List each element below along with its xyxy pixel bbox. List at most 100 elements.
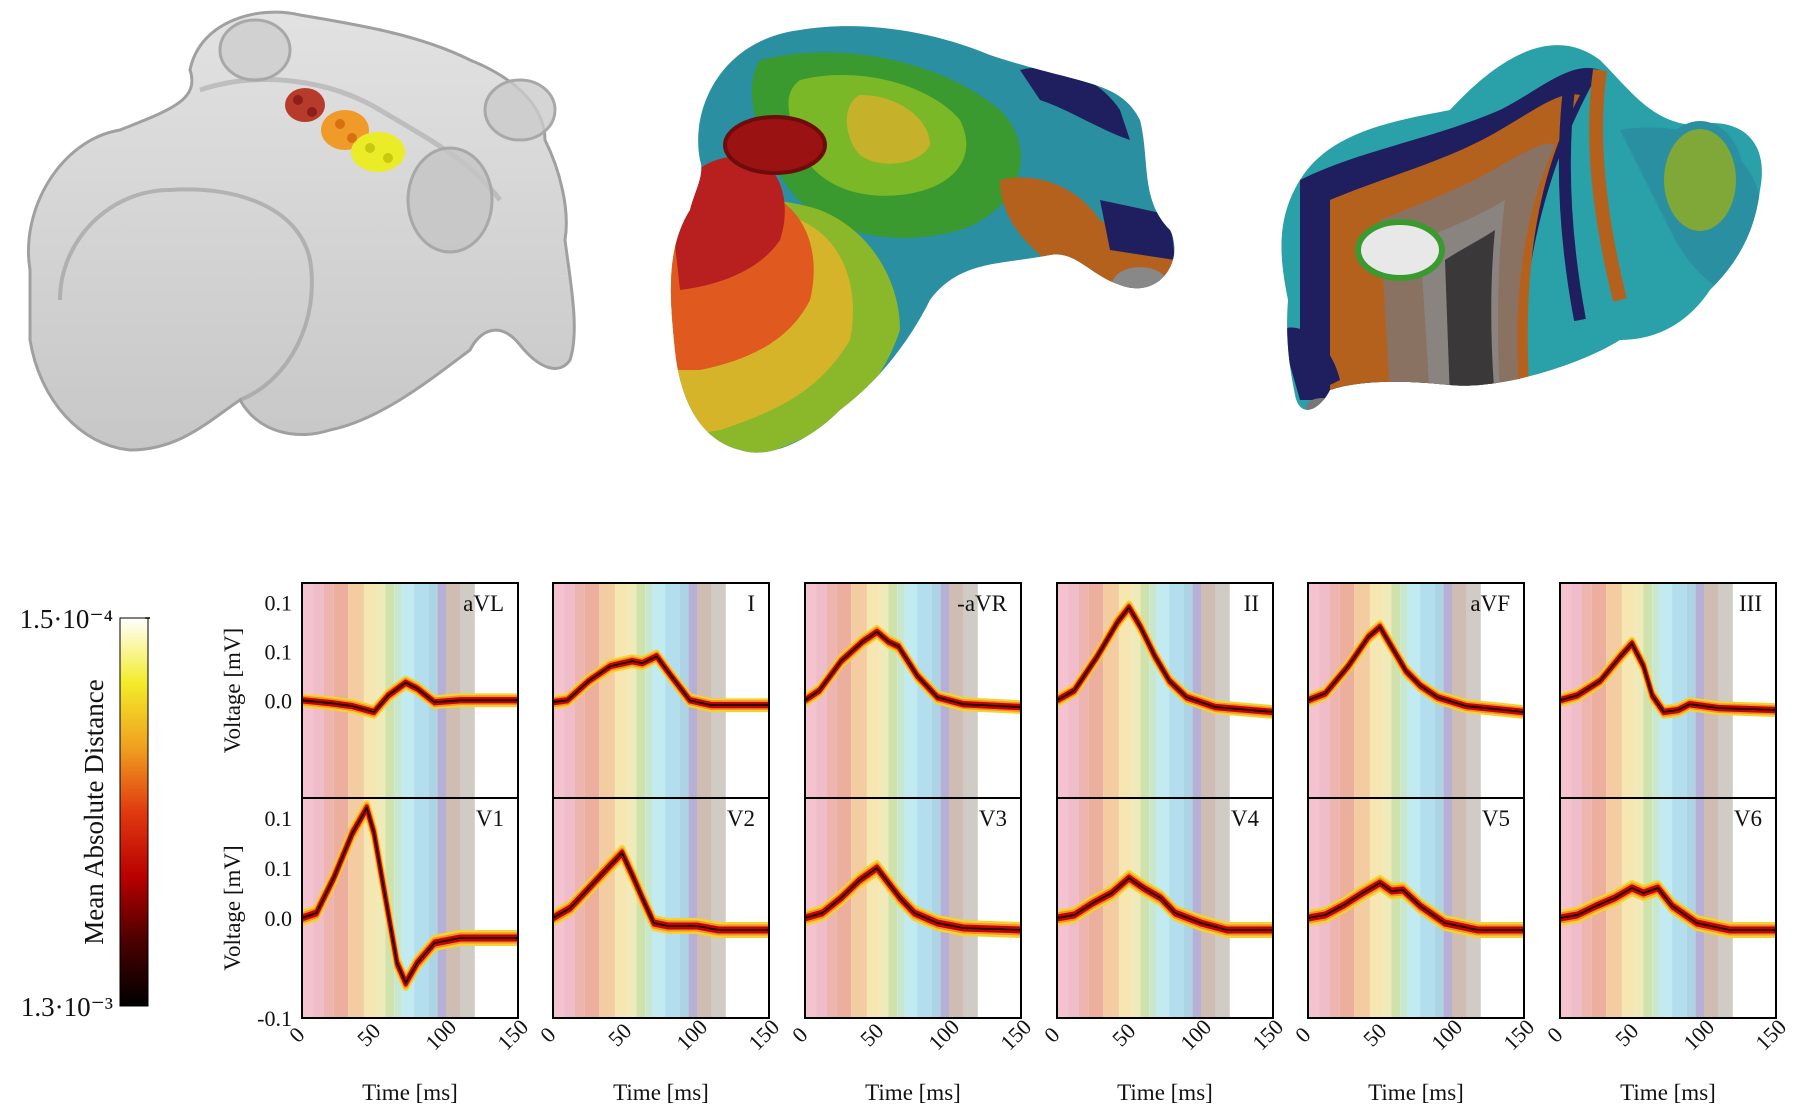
phase-band xyxy=(1140,798,1150,1018)
phase-band xyxy=(460,583,475,798)
x-tick-label: 0 xyxy=(1542,1022,1567,1047)
phase-band xyxy=(1400,798,1408,1018)
lead-label: aVL xyxy=(463,591,504,616)
phase-band xyxy=(428,798,438,1018)
ecg-panel-V1: V1 -0.1 0.0 0.1 0.1 Voltage [mV] 0 50 100 150 Time… xyxy=(220,797,533,1105)
ecg-trace-I xyxy=(552,655,769,706)
phase-band xyxy=(1466,798,1481,1018)
lead-label: aVF xyxy=(1470,591,1510,616)
panel-frame xyxy=(1056,797,1274,1019)
phase-band xyxy=(1149,583,1157,798)
x-tick-label: 150 xyxy=(1750,1014,1791,1055)
phase-band xyxy=(866,798,880,1018)
phase-band xyxy=(1140,583,1150,798)
phase-band xyxy=(1057,798,1069,1018)
x-axis-label: Time [ms] xyxy=(1368,1080,1464,1105)
lead-label: V5 xyxy=(1482,806,1510,831)
phase-band xyxy=(888,798,898,1018)
phase-band xyxy=(1156,583,1170,798)
phase-band xyxy=(1686,798,1696,1018)
phase-band xyxy=(1606,583,1622,798)
x-axis-label: Time [ms] xyxy=(613,1080,709,1105)
phase-band xyxy=(437,583,446,798)
panel-frame xyxy=(1307,797,1525,1019)
x-tick-label: 150 xyxy=(1498,1014,1539,1055)
ecg-panel-grid: aVL 0.0 0.1 0.1 Voltage [mV] I -aVR II aVF III V1 -… xyxy=(220,582,1791,1105)
y-axis-label: Voltage [mV] xyxy=(220,845,245,970)
phase-band xyxy=(313,583,324,798)
ecg-panel-V2: V2 0 50 100 150 Time [ms] xyxy=(535,797,784,1105)
phase-band xyxy=(348,798,364,1018)
phase-band xyxy=(1718,798,1733,1018)
phase-band xyxy=(888,583,898,798)
x-axis-label: Time [ms] xyxy=(362,1080,458,1105)
phase-band xyxy=(428,583,438,798)
ecg-panel-V6: V6 0 50 100 150 Time [ms] xyxy=(1542,797,1791,1105)
colorbar-top-label: 1.5·10⁻⁴ xyxy=(20,604,113,634)
phase-band xyxy=(627,798,637,1018)
phase-band xyxy=(437,798,446,1018)
x-tick-label: 150 xyxy=(492,1014,533,1055)
x-tick-label: 100 xyxy=(1175,1014,1216,1055)
phase-band xyxy=(1695,583,1704,798)
phase-band xyxy=(599,798,615,1018)
y-tick-label: -0.1 xyxy=(257,1006,292,1031)
phase-band xyxy=(1382,798,1392,1018)
phase-band xyxy=(826,583,837,798)
phase-band xyxy=(323,798,334,1018)
phase-band xyxy=(1118,583,1132,798)
x-tick-label: 100 xyxy=(923,1014,964,1055)
phase-band xyxy=(949,798,964,1018)
phase-band xyxy=(1466,583,1481,798)
phase-band xyxy=(931,798,941,1018)
phase-band xyxy=(1339,583,1355,798)
phase-band xyxy=(1088,583,1104,798)
phase-band xyxy=(805,798,817,1018)
x-tick-label: 0 xyxy=(535,1022,560,1047)
ecg-trace-aVL xyxy=(301,681,518,713)
ecg-envelope-I xyxy=(552,655,769,709)
x-axis-label: Time [ms] xyxy=(865,1080,961,1105)
phase-band xyxy=(697,583,712,798)
phase-band xyxy=(1704,798,1719,1018)
phase-band xyxy=(627,583,637,798)
ecg-panel--aVR: -aVR xyxy=(803,582,1022,799)
phase-band xyxy=(879,583,889,798)
ecg-panel-aVL: aVL 0.0 0.1 0.1 Voltage [mV] xyxy=(220,582,519,799)
phase-band xyxy=(711,798,726,1018)
phase-band xyxy=(697,798,712,1018)
phase-band xyxy=(665,798,680,1018)
x-tick-label: 0 xyxy=(284,1022,309,1047)
ecg-trace-V3 xyxy=(804,867,1022,931)
phase-band xyxy=(1659,583,1673,798)
phase-band xyxy=(333,583,349,798)
phase-band xyxy=(851,583,867,798)
phase-band xyxy=(1391,798,1401,1018)
phase-band xyxy=(949,583,964,798)
lead-label: I xyxy=(747,591,755,616)
phase-band xyxy=(1400,583,1408,798)
x-tick-label: 150 xyxy=(1247,1014,1288,1055)
phase-band xyxy=(333,798,349,1018)
x-tick-label: 100 xyxy=(420,1014,461,1055)
ecg-panel-aVF: aVF xyxy=(1306,582,1525,799)
panel-frame xyxy=(301,797,519,1019)
phase-band xyxy=(1434,798,1444,1018)
x-tick-label: 50 xyxy=(855,1018,888,1051)
phase-band xyxy=(1443,583,1452,798)
phase-band xyxy=(1183,798,1193,1018)
phase-band xyxy=(1452,798,1467,1018)
ecg-trace-V6 xyxy=(1559,887,1776,931)
phase-band xyxy=(1718,583,1733,798)
ecg-trace-aVF xyxy=(1307,626,1525,713)
phase-band xyxy=(1078,583,1089,798)
phase-band xyxy=(1308,583,1320,798)
phase-band xyxy=(614,798,628,1018)
phase-band xyxy=(1131,583,1141,798)
phase-band xyxy=(363,583,377,798)
phase-band xyxy=(688,583,697,798)
x-tick-label: 100 xyxy=(1426,1014,1467,1055)
phase-band xyxy=(1652,583,1660,798)
phase-band xyxy=(1192,798,1201,1018)
x-tick-label: 100 xyxy=(1678,1014,1719,1055)
